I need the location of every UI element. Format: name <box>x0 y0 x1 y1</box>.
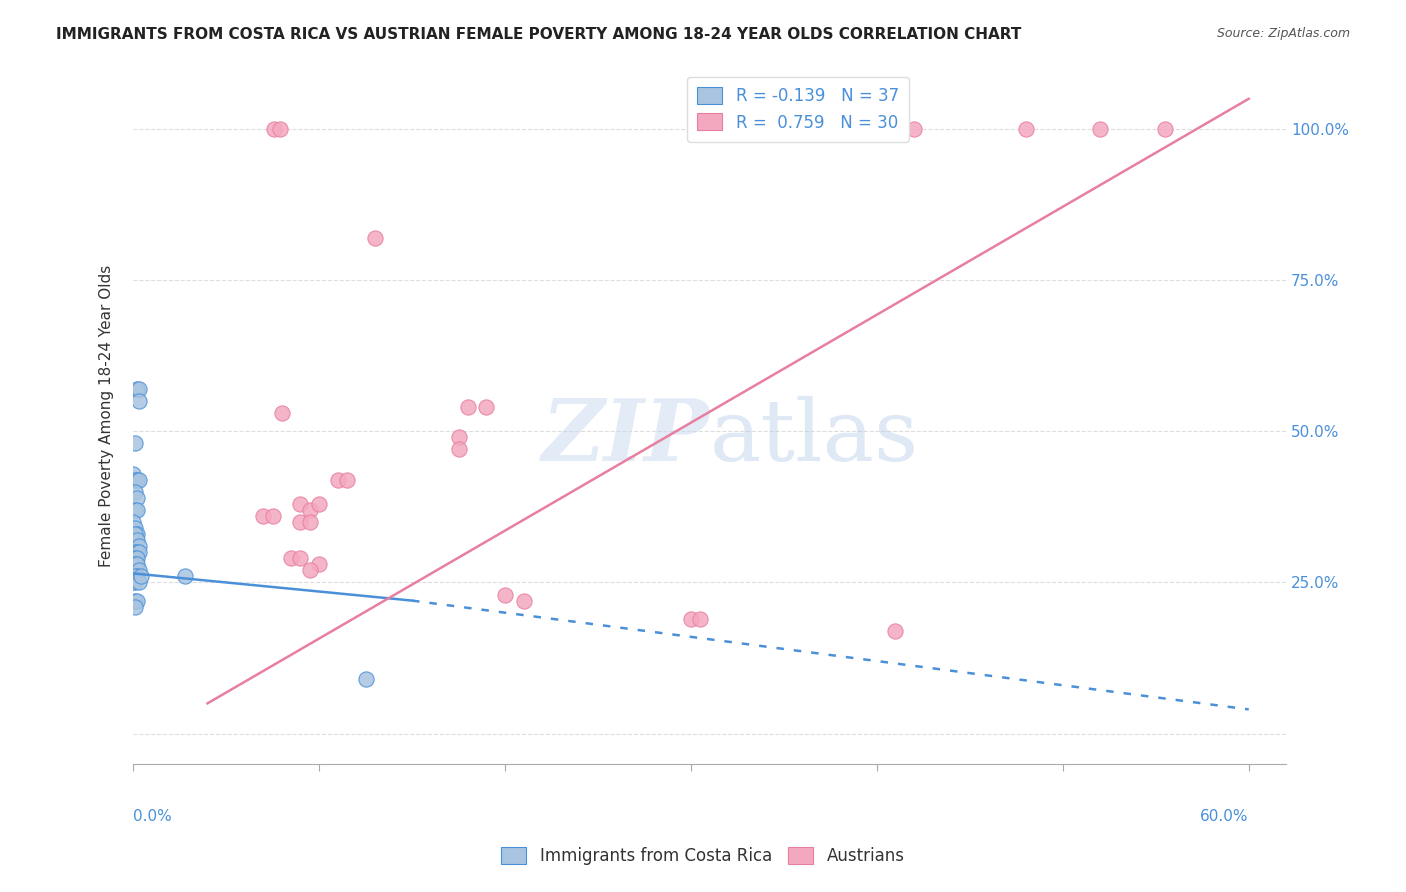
Point <box>298 503 321 517</box>
Point <box>128 473 150 487</box>
Point <box>128 575 150 590</box>
Point <box>128 394 150 409</box>
Point <box>298 515 321 529</box>
Point <box>512 593 534 607</box>
Point <box>290 515 312 529</box>
Point <box>122 467 145 481</box>
Point <box>1014 122 1036 136</box>
Point <box>1154 122 1177 136</box>
Point <box>124 503 146 517</box>
Point <box>269 122 291 136</box>
Point <box>125 533 148 548</box>
Point <box>125 593 148 607</box>
Point <box>124 569 146 583</box>
Point <box>125 569 148 583</box>
Point <box>262 508 284 523</box>
Point <box>124 527 146 541</box>
Text: 60.0%: 60.0% <box>1201 809 1249 824</box>
Legend: R = -0.139   N = 37, R =  0.759   N = 30: R = -0.139 N = 37, R = 0.759 N = 30 <box>688 77 908 142</box>
Point <box>122 515 145 529</box>
Point <box>679 612 702 626</box>
Y-axis label: Female Poverty Among 18-24 Year Olds: Female Poverty Among 18-24 Year Olds <box>100 265 114 567</box>
Point <box>903 122 925 136</box>
Point <box>124 521 146 535</box>
Point <box>124 558 146 572</box>
Text: atlas: atlas <box>710 395 918 479</box>
Point <box>125 545 148 559</box>
Point <box>124 545 146 559</box>
Point <box>447 442 470 457</box>
Point <box>280 551 302 566</box>
Point <box>1088 122 1111 136</box>
Point <box>336 473 359 487</box>
Legend: Immigrants from Costa Rica, Austrians: Immigrants from Costa Rica, Austrians <box>491 837 915 875</box>
Point <box>252 508 274 523</box>
Point <box>270 406 292 420</box>
Point <box>124 575 146 590</box>
Point <box>308 497 330 511</box>
Point <box>174 569 197 583</box>
Point <box>125 558 148 572</box>
Point <box>884 624 907 638</box>
Point <box>354 672 377 686</box>
Point <box>124 436 146 450</box>
Point <box>447 430 470 444</box>
Text: ZIP: ZIP <box>541 395 710 479</box>
Text: IMMIGRANTS FROM COSTA RICA VS AUSTRIAN FEMALE POVERTY AMONG 18-24 YEAR OLDS CORR: IMMIGRANTS FROM COSTA RICA VS AUSTRIAN F… <box>56 27 1022 42</box>
Point <box>125 503 148 517</box>
Point <box>128 382 150 396</box>
Point <box>124 551 146 566</box>
Text: 0.0%: 0.0% <box>134 809 172 824</box>
Point <box>689 612 711 626</box>
Point <box>125 551 148 566</box>
Point <box>124 484 146 499</box>
Point <box>326 473 349 487</box>
Point <box>494 588 516 602</box>
Point <box>263 122 285 136</box>
Point <box>290 497 312 511</box>
Point <box>290 551 312 566</box>
Point <box>364 231 387 245</box>
Point <box>124 593 146 607</box>
Point <box>298 563 321 577</box>
Point <box>128 563 150 577</box>
Point <box>125 527 148 541</box>
Point <box>122 575 145 590</box>
Point <box>124 599 146 614</box>
Point <box>308 558 330 572</box>
Point <box>475 400 498 414</box>
Point <box>128 539 150 553</box>
Point <box>125 382 148 396</box>
Point <box>125 473 148 487</box>
Point <box>124 473 146 487</box>
Point <box>457 400 479 414</box>
Point <box>125 491 148 505</box>
Text: Source: ZipAtlas.com: Source: ZipAtlas.com <box>1216 27 1350 40</box>
Point <box>129 569 152 583</box>
Point <box>128 545 150 559</box>
